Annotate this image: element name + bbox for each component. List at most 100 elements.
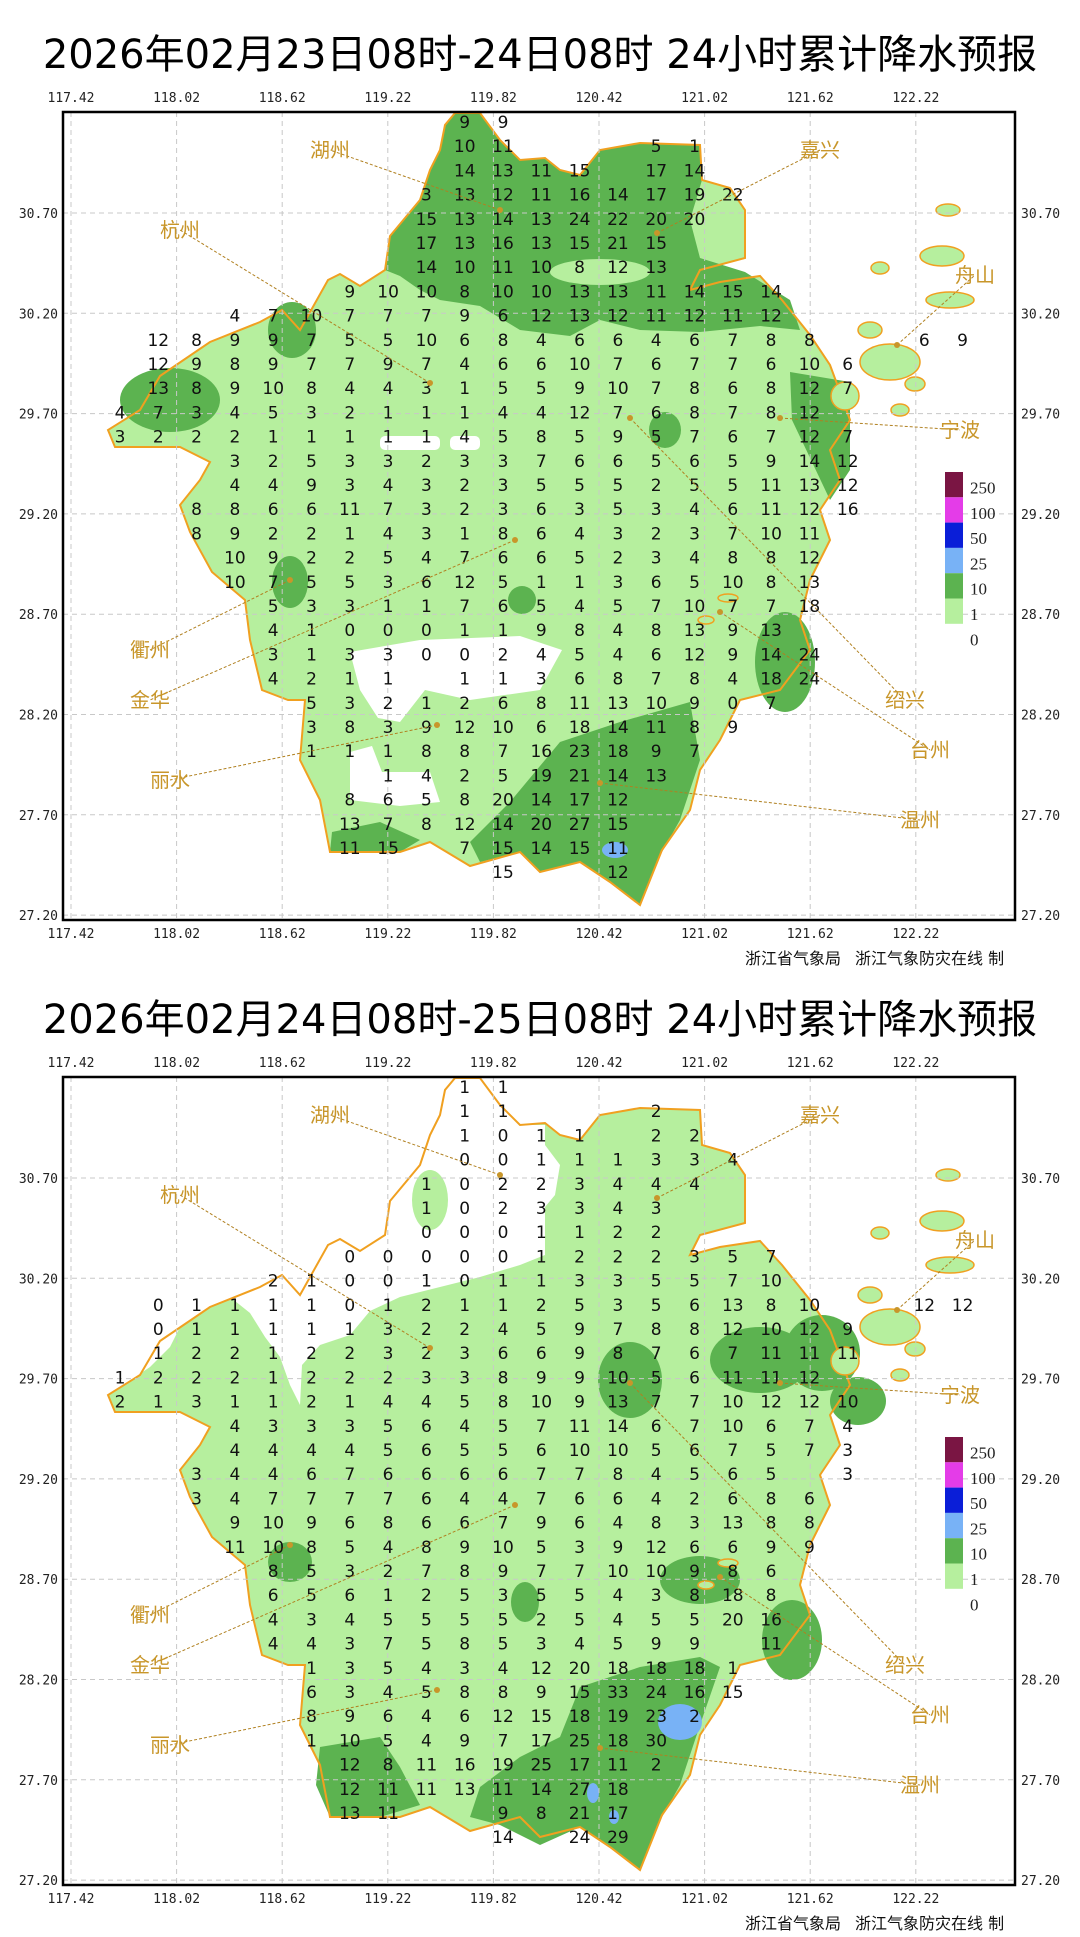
map-frame [61,1075,1017,1887]
precip-value: 10 [530,282,552,302]
precip-value: 8 [766,1586,777,1606]
legend-label: 50 [970,529,987,548]
precip-value: 3 [459,1344,470,1364]
precip-value: 4 [229,476,240,496]
precip-value: 5 [536,597,547,617]
precip-value: 5 [651,452,662,472]
precip-value: 24 [645,1683,667,1703]
precip-value: 11 [339,500,361,520]
precip-value: 3 [651,549,662,569]
precip-value: 2 [689,1707,700,1727]
precip-value: 1 [459,1102,470,1122]
precip-value: 5 [689,573,700,593]
precip-value: 4 [459,428,470,448]
precip-value: 12 [837,452,859,472]
precip-value: 10 [722,1393,744,1413]
precip-value: 2 [268,452,279,472]
precip-value: 8 [804,331,815,351]
city-label: 台州 [910,1703,950,1727]
precip-value: 8 [459,1562,470,1582]
precip-value: 3 [344,1635,355,1655]
precip-value: 24 [569,1828,591,1848]
precip-value: 4 [268,621,279,641]
precip-value: 10 [760,524,782,544]
precip-value: 1 [306,1731,317,1751]
precip-value: 6 [574,670,585,690]
precip-value: 2 [459,476,470,496]
precip-value: 8 [498,331,509,351]
rain-10-area [660,1556,740,1604]
precip-value: 14 [799,452,821,472]
precip-value: 5 [651,137,662,157]
precip-value: 19 [530,766,552,786]
precip-value: 7 [574,1562,585,1582]
city-leader-line [896,1239,976,1311]
precip-value: 13 [569,307,591,327]
precip-value: 6 [306,500,317,520]
precip-value: 7 [268,573,279,593]
precip-value: 7 [421,307,432,327]
precip-value: 5 [651,428,662,448]
precip-value: 5 [498,379,509,399]
precip-value: 4 [268,1441,279,1461]
lon-tick-bottom: 119.22 [364,1892,411,1907]
precip-value: 2 [612,549,623,569]
precip-value: 0 [383,1247,394,1267]
precip-value: 9 [459,1538,470,1558]
precip-value: 15 [607,815,629,835]
precip-value: 0 [459,645,470,665]
lat-tick-left: 28.70 [19,1573,58,1588]
lat-tick-right: 29.20 [1021,508,1060,523]
precip-value: 4 [421,549,432,569]
precip-value: 1 [383,597,394,617]
precip-value: 5 [383,331,394,351]
precip-value: 0 [459,1247,470,1267]
precip-value: 7 [727,524,738,544]
rain-10-area [268,1542,312,1582]
precip-value: 19 [492,1756,514,1776]
precip-value: 7 [612,1320,623,1340]
precip-value: 13 [339,815,361,835]
precip-value: 0 [421,645,432,665]
legend-label: 25 [970,1519,987,1538]
precip-value: 10 [722,1417,744,1437]
no-rain-area [380,436,440,450]
city-leader-line [719,611,931,751]
precip-value: 18 [569,718,591,738]
precip-value: 30 [645,1731,667,1751]
precip-value: 3 [383,718,394,738]
lat-tick-right: 29.70 [1021,408,1060,423]
precip-value: 11 [645,307,667,327]
precip-value: 11 [492,1780,514,1800]
precip-value: 1 [268,1296,279,1316]
precip-value: 1 [344,1393,355,1413]
precip-value: 2 [651,1223,662,1243]
precip-value: 6 [804,1489,815,1509]
precip-value: 16 [837,500,859,520]
precip-value: 3 [498,500,509,520]
precip-value: 9 [651,1635,662,1655]
precip-value: 8 [766,549,777,569]
precip-value: 17 [416,234,438,254]
precip-value: 12 [799,1320,821,1340]
precip-value: 1 [383,428,394,448]
city-leader-line [169,724,438,781]
precip-value: 5 [727,1247,738,1267]
precip-value: 2 [651,1756,662,1776]
legend-swatch [945,472,963,498]
precip-value: 10 [454,258,476,278]
precip-value: 3 [344,1417,355,1437]
lat-tick-right: 28.70 [1021,1573,1060,1588]
precip-value: 4 [651,1175,662,1195]
precip-value: 18 [607,1659,629,1679]
precip-value: 8 [574,258,585,278]
precip-value: 11 [760,476,782,496]
lat-tick-left: 27.20 [19,909,58,924]
precip-value: 9 [498,113,509,133]
precip-value: 3 [842,1441,853,1461]
precip-value: 9 [229,379,240,399]
precip-value: 15 [492,863,514,883]
precip-value: 4 [268,670,279,690]
precip-value: 1 [268,1344,279,1364]
precip-value: 3 [268,1417,279,1437]
